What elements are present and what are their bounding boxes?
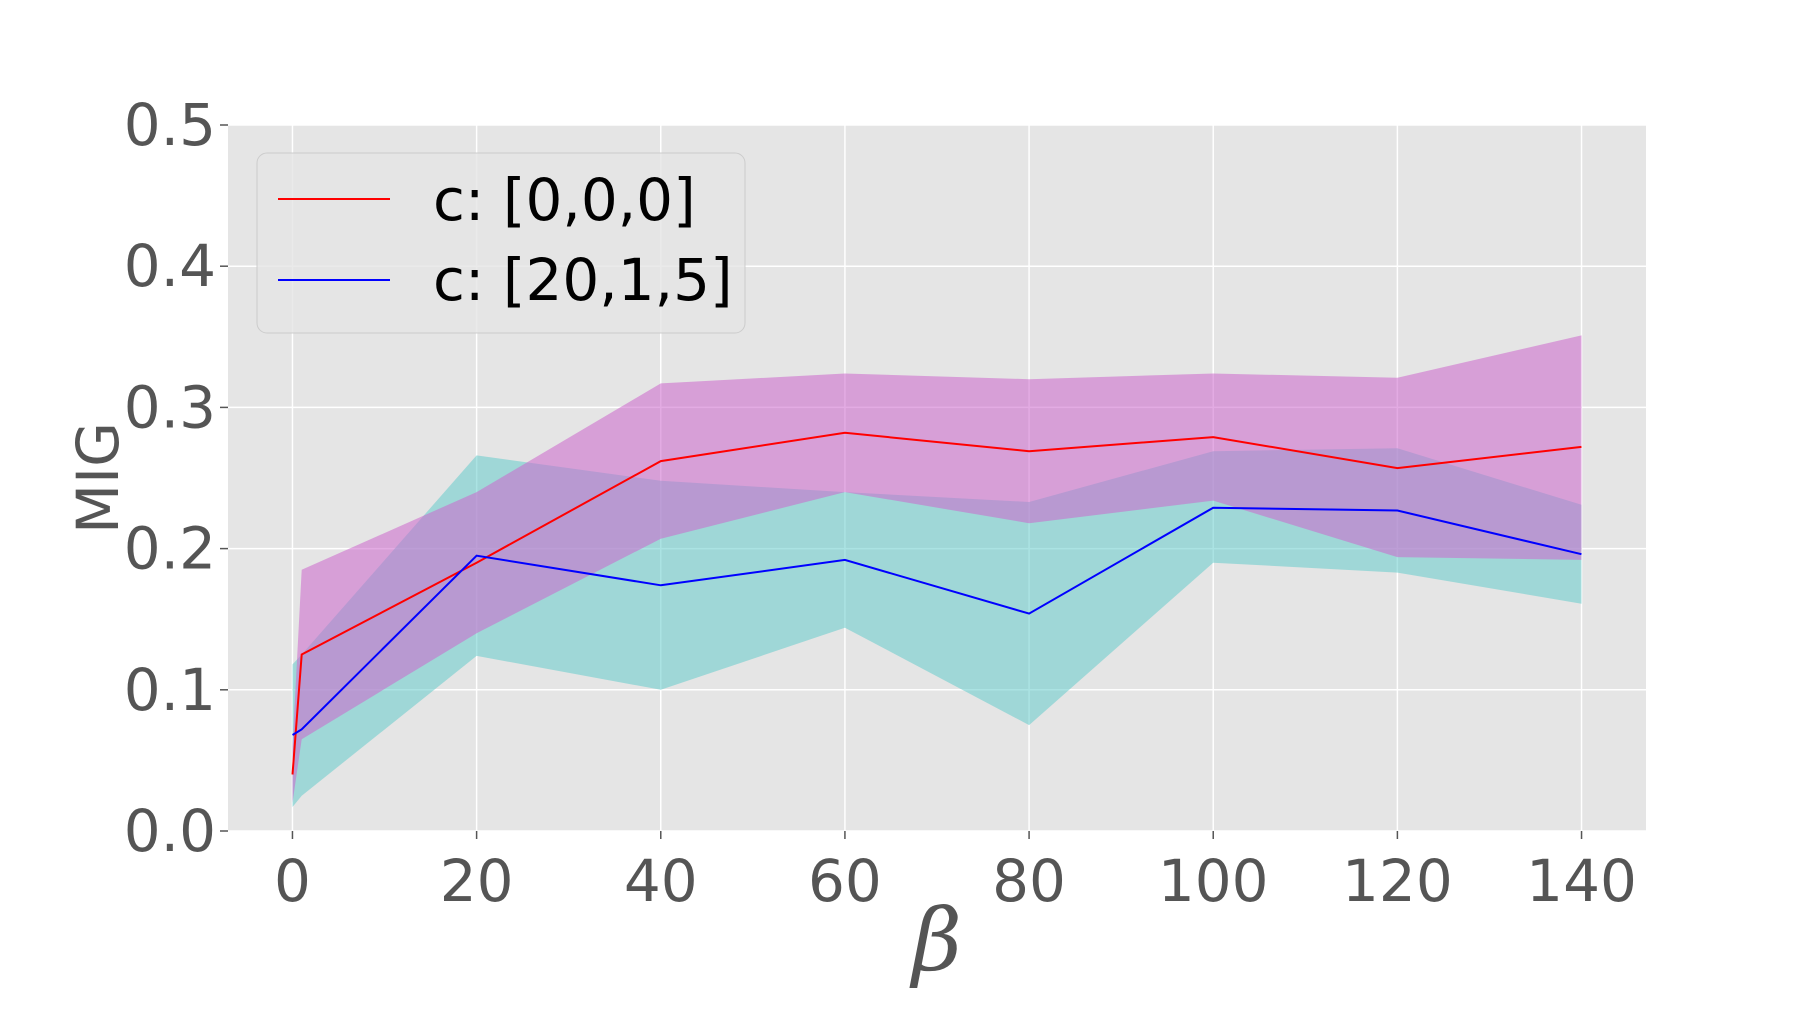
x-tick-label: 60 — [808, 847, 882, 915]
series-lines — [291, 431, 1582, 775]
legend-label-series-2: c: [20,1,5] — [433, 246, 733, 314]
line-series-1 — [291, 431, 1582, 775]
y-tick-label: 0.1 — [124, 656, 216, 724]
x-tick-label: 20 — [440, 847, 514, 915]
x-axis-label: β — [909, 891, 962, 991]
y-axis-ticks: 0.0 0.1 0.2 0.3 0.4 0.5 — [124, 91, 228, 865]
x-tick-label: 0 — [274, 847, 311, 915]
legend: c: [0,0,0] c: [20,1,5] — [256, 152, 746, 334]
x-tick-label: 40 — [624, 847, 698, 915]
y-tick-label: 0.3 — [124, 373, 216, 441]
y-tick-label: 0.4 — [124, 232, 216, 300]
x-tick-label: 80 — [992, 847, 1066, 915]
y-axis-label: MIG — [64, 422, 132, 534]
confidence-bands — [292, 335, 1582, 807]
line-series-2 — [291, 506, 1582, 736]
y-tick-label: 0.5 — [124, 91, 216, 159]
x-tick-label: 140 — [1526, 847, 1637, 915]
x-tick-label: 100 — [1158, 847, 1269, 915]
band-series-1 — [292, 335, 1582, 803]
legend-label-series-1: c: [0,0,0] — [433, 166, 696, 234]
x-axis-ticks: 0 20 40 60 80 100 120 140 — [274, 831, 1637, 915]
y-tick-label: 0.0 — [124, 797, 216, 865]
x-tick-label: 120 — [1342, 847, 1453, 915]
y-tick-label: 0.2 — [124, 515, 216, 583]
